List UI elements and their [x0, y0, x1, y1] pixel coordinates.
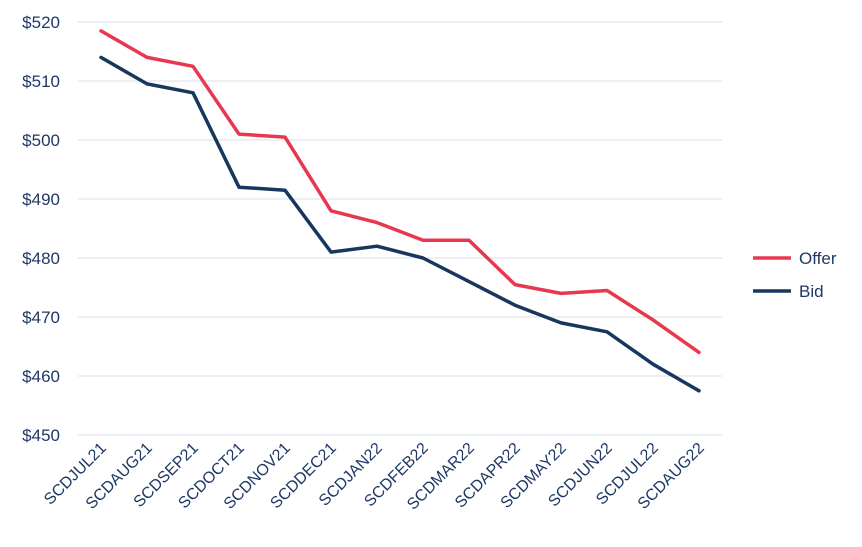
y-axis-ticks: $450 $460 $470 $480 $490 $500 $510 $520: [22, 13, 60, 445]
y-tick-label: $470: [22, 308, 60, 327]
y-tick-label: $480: [22, 249, 60, 268]
legend-label-offer: Offer: [799, 249, 837, 268]
gridlines: [78, 21, 722, 436]
y-tick-label: $450: [22, 426, 60, 445]
series-line-bid: [99, 55, 701, 393]
y-tick-label: $510: [22, 72, 60, 91]
y-tick-label: $490: [22, 190, 60, 209]
series-lines: [99, 29, 701, 393]
y-tick-label: $460: [22, 367, 60, 386]
y-tick-label: $500: [22, 131, 60, 150]
y-tick-label: $520: [22, 13, 60, 32]
legend-label-bid: Bid: [799, 282, 824, 301]
series-line-offer: [99, 29, 701, 355]
legend: Offer Bid: [753, 249, 837, 301]
x-axis-ticks: SCDJUL21SCDAUG21SCDSEP21SCDOCT21SCDNOV21…: [41, 440, 708, 514]
